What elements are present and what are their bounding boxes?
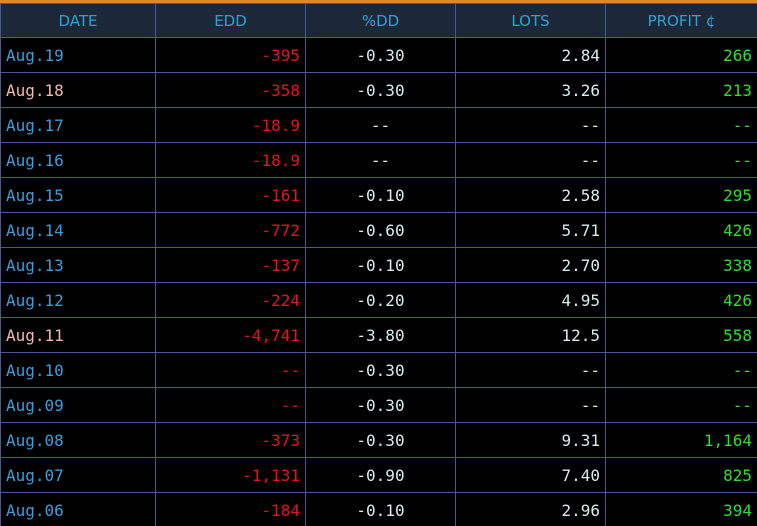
value-cell: -0.10 <box>305 247 456 283</box>
value-cell: -- <box>605 387 757 423</box>
value-cell: -224 <box>155 282 306 318</box>
value-cell: 338 <box>605 247 757 283</box>
value-cell: 2.84 <box>455 37 606 73</box>
value-cell: 426 <box>605 282 757 318</box>
value-cell: -184 <box>155 492 306 526</box>
date-cell: Aug.07 <box>0 457 156 493</box>
value-cell: -0.10 <box>305 177 456 213</box>
value-cell: -4,741 <box>155 317 306 353</box>
column-header[interactable]: EDD <box>155 3 306 38</box>
value-cell: -0.30 <box>305 352 456 388</box>
value-cell: -0.90 <box>305 457 456 493</box>
table-row: Aug.13 -137 -0.10 2.70 338 <box>0 247 757 283</box>
value-cell: -- <box>155 352 306 388</box>
value-cell: 266 <box>605 37 757 73</box>
value-cell: -- <box>605 352 757 388</box>
value-cell: -- <box>455 107 606 143</box>
value-cell: 7.40 <box>455 457 606 493</box>
table-row: Aug.16 -18.9 -- -- -- <box>0 142 757 178</box>
table-row: Aug.11 -4,741 -3.80 12.5 558 <box>0 317 757 353</box>
column-header[interactable]: PROFIT ¢ <box>605 3 757 38</box>
table-row: Aug.08 -373 -0.30 9.31 1,164 <box>0 422 757 458</box>
table-row: Aug.17 -18.9 -- -- -- <box>0 107 757 143</box>
value-cell: -- <box>455 387 606 423</box>
value-cell: -137 <box>155 247 306 283</box>
table-row: Aug.09 -- -0.30 -- -- <box>0 387 757 423</box>
value-cell: -395 <box>155 37 306 73</box>
date-cell: Aug.10 <box>0 352 156 388</box>
value-cell: 394 <box>605 492 757 526</box>
value-cell: 2.70 <box>455 247 606 283</box>
value-cell: 558 <box>605 317 757 353</box>
value-cell: -0.10 <box>305 492 456 526</box>
value-cell: -0.30 <box>305 422 456 458</box>
date-cell: Aug.11 <box>0 317 156 353</box>
value-cell: -- <box>305 142 456 178</box>
table-row: Aug.19 -395 -0.30 2.84 266 <box>0 37 757 73</box>
value-cell: -- <box>605 107 757 143</box>
date-cell: Aug.14 <box>0 212 156 248</box>
value-cell: 4.95 <box>455 282 606 318</box>
value-cell: 9.31 <box>455 422 606 458</box>
value-cell: -161 <box>155 177 306 213</box>
value-cell: -0.30 <box>305 72 456 108</box>
table-body: Aug.19 -395 -0.30 2.84 266 Aug.18 -358 -0.30 3.2… <box>0 37 757 526</box>
value-cell: -1,131 <box>155 457 306 493</box>
date-cell: Aug.12 <box>0 282 156 318</box>
value-cell: 213 <box>605 72 757 108</box>
table-row: Aug.15 -161 -0.10 2.58 295 <box>0 177 757 213</box>
date-cell: Aug.06 <box>0 492 156 526</box>
value-cell: -- <box>155 387 306 423</box>
table-row: Aug.07 -1,131 -0.90 7.40 825 <box>0 457 757 493</box>
value-cell: -- <box>455 352 606 388</box>
value-cell: -18.9 <box>155 142 306 178</box>
value-cell: 5.71 <box>455 212 606 248</box>
value-cell: -- <box>455 142 606 178</box>
value-cell: -358 <box>155 72 306 108</box>
data-table: DATE EDD %DD LOTS PROFIT ¢ Aug.19 -395 -0.30 2.… <box>0 3 757 526</box>
value-cell: 295 <box>605 177 757 213</box>
value-cell: 825 <box>605 457 757 493</box>
value-cell: -373 <box>155 422 306 458</box>
date-cell: Aug.17 <box>0 107 156 143</box>
date-cell: Aug.16 <box>0 142 156 178</box>
date-cell: Aug.13 <box>0 247 156 283</box>
value-cell: 12.5 <box>455 317 606 353</box>
value-cell: -772 <box>155 212 306 248</box>
value-cell: -3.80 <box>305 317 456 353</box>
value-cell: -- <box>605 142 757 178</box>
table-row: Aug.10 -- -0.30 -- -- <box>0 352 757 388</box>
value-cell: 3.26 <box>455 72 606 108</box>
header-row: DATE EDD %DD LOTS PROFIT ¢ <box>0 3 757 38</box>
value-cell: 1,164 <box>605 422 757 458</box>
table-row: Aug.14 -772 -0.60 5.71 426 <box>0 212 757 248</box>
column-header[interactable]: DATE <box>0 3 156 38</box>
column-header[interactable]: LOTS <box>455 3 606 38</box>
date-cell: Aug.18 <box>0 72 156 108</box>
table-row: Aug.06 -184 -0.10 2.96 394 <box>0 492 757 526</box>
value-cell: 2.96 <box>455 492 606 526</box>
value-cell: -0.30 <box>305 37 456 73</box>
table-row: Aug.18 -358 -0.30 3.26 213 <box>0 72 757 108</box>
date-cell: Aug.19 <box>0 37 156 73</box>
value-cell: 426 <box>605 212 757 248</box>
value-cell: -18.9 <box>155 107 306 143</box>
date-cell: Aug.08 <box>0 422 156 458</box>
column-header[interactable]: %DD <box>305 3 456 38</box>
value-cell: -0.60 <box>305 212 456 248</box>
value-cell: 2.58 <box>455 177 606 213</box>
value-cell: -- <box>305 107 456 143</box>
table-row: Aug.12 -224 -0.20 4.95 426 <box>0 282 757 318</box>
value-cell: -0.20 <box>305 282 456 318</box>
date-cell: Aug.15 <box>0 177 156 213</box>
value-cell: -0.30 <box>305 387 456 423</box>
date-cell: Aug.09 <box>0 387 156 423</box>
